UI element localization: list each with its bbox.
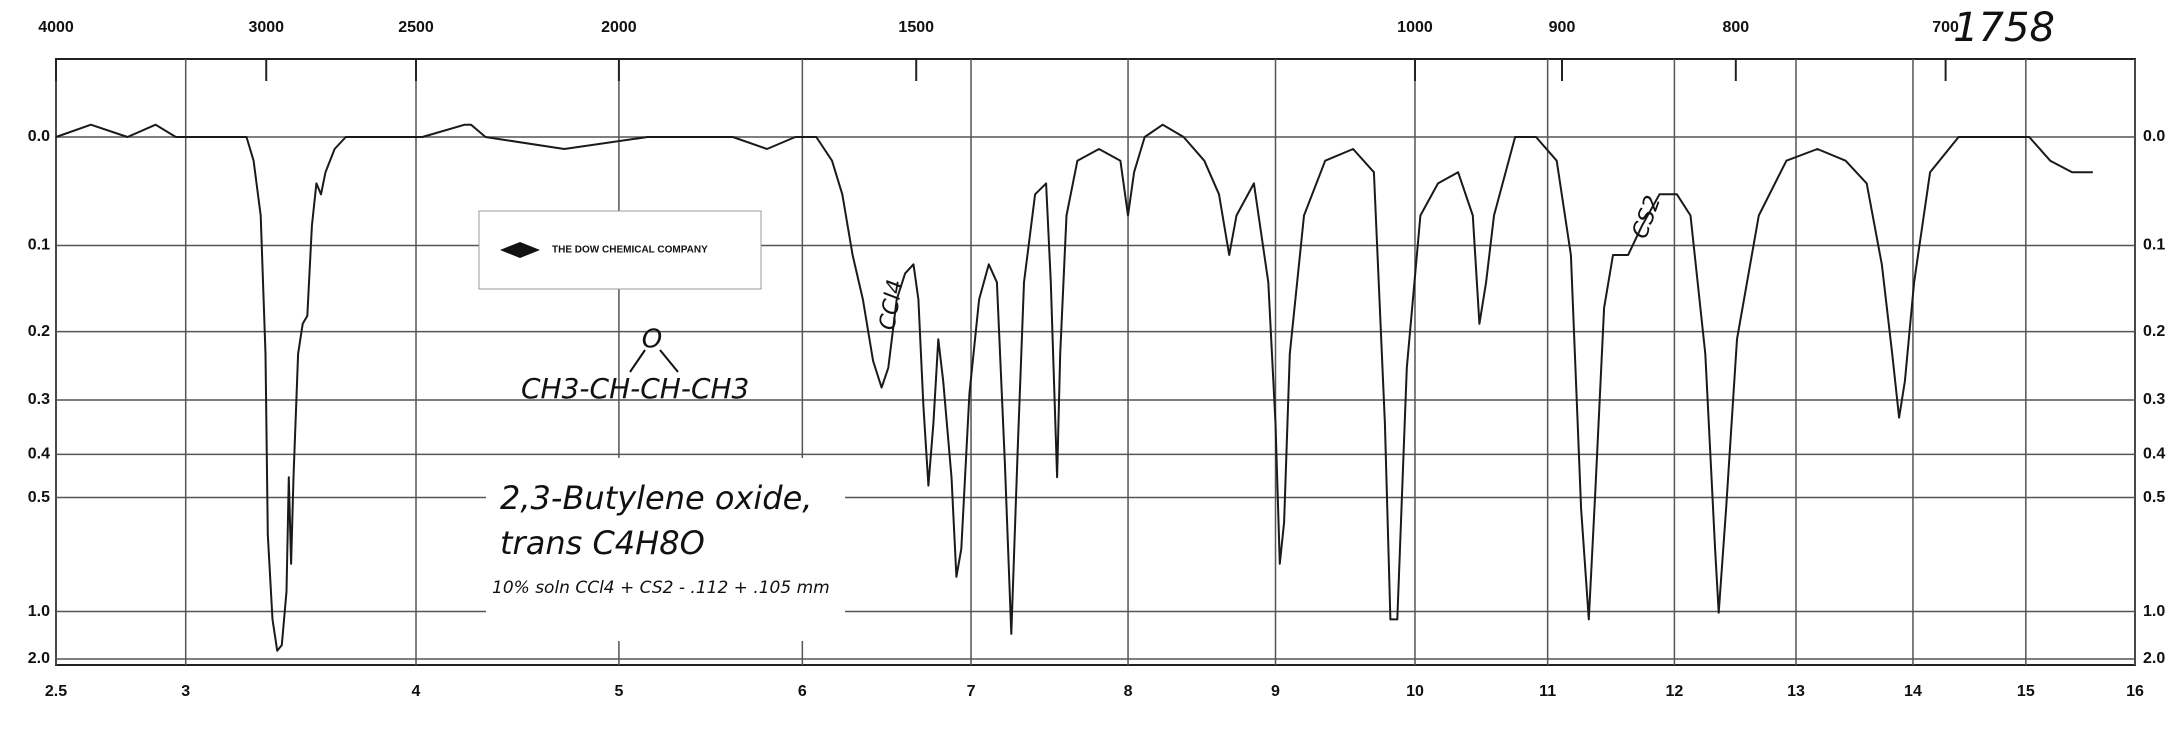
company-label: THE DOW CHEMICAL COMPANY [478, 210, 762, 290]
x2-tick-label: 1500 [898, 19, 934, 36]
x2-tick-label: 800 [1722, 19, 1749, 36]
x-tick-label: 3 [181, 683, 190, 700]
grid [55, 59, 2136, 665]
x-tick-label: 4 [412, 683, 421, 700]
y2-tick-label: 2.0 [2143, 650, 2165, 667]
spectrum-line [55, 123, 2093, 652]
company-name: THE DOW CHEMICAL COMPANY [552, 245, 708, 256]
structure-chain: CH3-CH-CH-CH3 [521, 372, 749, 405]
y-tick-label: 0.3 [28, 391, 50, 408]
y2-tick-label: 0.3 [2143, 391, 2165, 408]
formula: trans C4H8O [500, 524, 705, 562]
x-tick-label: 8 [1124, 683, 1133, 700]
y-tick-label: 2.0 [28, 650, 50, 667]
y-tick-label: 0.4 [28, 446, 50, 463]
bond [659, 349, 679, 373]
structure: O CH3-CH-CH-CH3 [521, 325, 749, 406]
y-tick-label: 0.1 [28, 237, 50, 254]
x2-tick-label: 700 [1932, 19, 1959, 36]
x-tick-label: 2.5 [45, 683, 67, 700]
x2-tick-label: 1000 [1397, 19, 1433, 36]
x2-tick-label: 2000 [601, 19, 637, 36]
bond [629, 349, 646, 373]
y2-tick-label: 1.0 [2143, 603, 2165, 620]
label-box [486, 458, 845, 641]
x-tick-label: 9 [1271, 683, 1280, 700]
conditions: 10% soln CCl4 + CS2 - .112 + .105 mm [492, 578, 830, 598]
y2-tick-label: 0.0 [2143, 128, 2165, 145]
company-logo [500, 242, 540, 258]
compound-name: 2,3-Butylene oxide, [500, 479, 812, 517]
x-tick-label: 6 [798, 683, 807, 700]
y-tick-label: 0.0 [28, 128, 50, 145]
x2-tick-label: 3000 [248, 19, 284, 36]
y2-tick-label: 0.4 [2143, 446, 2165, 463]
x-tick-label: 5 [614, 683, 623, 700]
chart-number: 1758 [1953, 5, 2055, 51]
x-tick-label: 11 [1539, 683, 1556, 700]
ticks: 0.0 0.0 0.1 0.1 0.2 0.2 0.3 0.3 0.4 0.4 0.5 0.5 1.0 1… [28, 19, 2166, 700]
spectrum [55, 123, 2093, 652]
x2-tick-label: 4000 [38, 19, 74, 36]
x-tick-label: 7 [967, 683, 976, 700]
y-tick-label: 0.2 [28, 323, 50, 340]
x-tick-label: 14 [1904, 683, 1922, 700]
y2-tick-label: 0.1 [2143, 237, 2165, 254]
y2-tick-label: 0.5 [2143, 489, 2165, 506]
x-tick-label: 15 [2017, 683, 2035, 700]
y-tick-label: 1.0 [28, 603, 50, 620]
y2-tick-label: 0.2 [2143, 323, 2165, 340]
sample-label: 2,3-Butylene oxide, trans C4H8O 10% soln… [486, 458, 845, 641]
x2-tick-label: 900 [1549, 19, 1576, 36]
x-tick-label: 16 [2126, 683, 2144, 700]
x2-tick-label: 2500 [398, 19, 434, 36]
x-tick-label: 10 [1406, 683, 1424, 700]
structure-oxygen: O [642, 325, 662, 355]
y-tick-label: 0.5 [28, 489, 50, 506]
x-tick-label: 13 [1787, 683, 1805, 700]
x-tick-label: 12 [1665, 683, 1683, 700]
